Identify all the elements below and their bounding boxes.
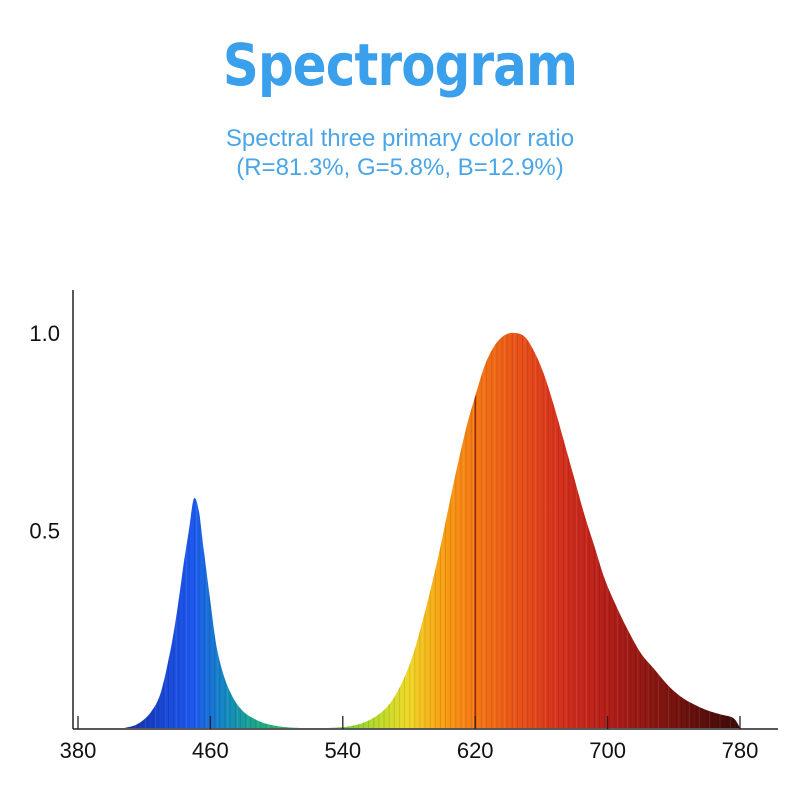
x-tick-label: 780 (722, 738, 759, 763)
chart-ticks: 380 460 540 620 700 780 0.5 1.0 (29, 321, 758, 763)
subtitle-line-1: Spectral three primary color ratio (225, 125, 575, 152)
x-tick-label: 620 (457, 738, 494, 763)
y-tick-label: 1.0 (29, 321, 60, 346)
spectrum-area-layer (124, 332, 741, 728)
chart-subtitle: Spectral three primary color ratio (R=81… (0, 124, 800, 182)
chart-axes (72, 290, 778, 730)
x-tick-label: 380 (60, 738, 97, 763)
spectrum-area (124, 332, 741, 728)
x-tick-label: 700 (589, 738, 626, 763)
x-tick-label: 540 (324, 738, 361, 763)
subtitle-line-2: (R=81.3%, G=5.8%, B=12.9%) (236, 154, 564, 181)
y-tick-label: 0.5 (29, 519, 60, 544)
x-tick-label: 460 (192, 738, 229, 763)
chart-title: Spectrogram (222, 31, 578, 99)
